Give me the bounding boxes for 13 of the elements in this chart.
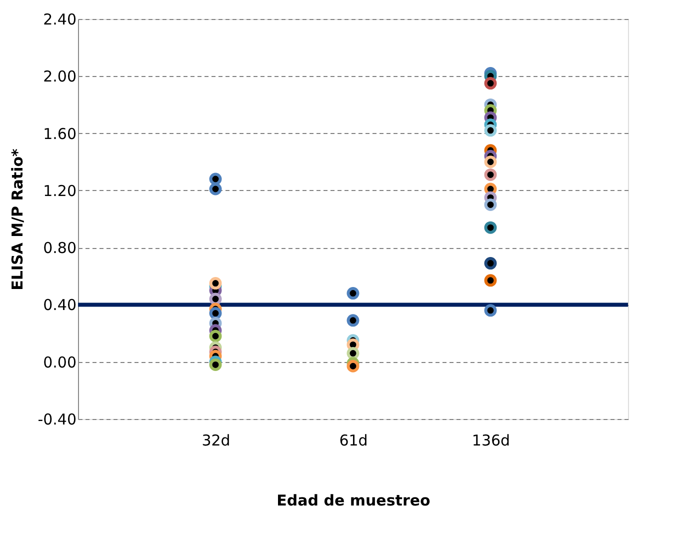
x-tick-label: 136d (472, 432, 510, 450)
y-tick-label: 0.40 (43, 296, 76, 314)
y-axis-title: ELISA M/P Ratio* (8, 148, 27, 290)
y-tick-label: 2.00 (43, 68, 76, 86)
y-tick-label: 1.20 (43, 182, 76, 200)
y-tick-label: 2.40 (43, 10, 76, 28)
x-tick-label: 61d (339, 432, 368, 450)
y-tick-label: 0.00 (43, 353, 76, 372)
y-tick-label: 1.60 (43, 124, 76, 143)
x-axis-title: Edad de muestreo (276, 492, 430, 510)
y-tick-label: -0.40 (38, 410, 76, 428)
x-tick-label: 32d (202, 432, 230, 450)
y-tick-label: 0.80 (43, 239, 76, 258)
